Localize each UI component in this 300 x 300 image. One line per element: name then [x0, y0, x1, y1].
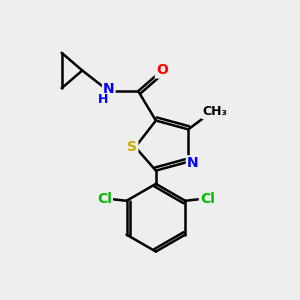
Text: O: O [156, 64, 168, 77]
Text: CH₃: CH₃ [202, 105, 227, 118]
Text: Cl: Cl [200, 192, 215, 206]
Text: H: H [98, 93, 109, 106]
Text: N: N [103, 82, 115, 96]
Text: S: S [127, 140, 137, 154]
Text: Cl: Cl [97, 192, 112, 206]
Text: N: N [187, 156, 199, 170]
